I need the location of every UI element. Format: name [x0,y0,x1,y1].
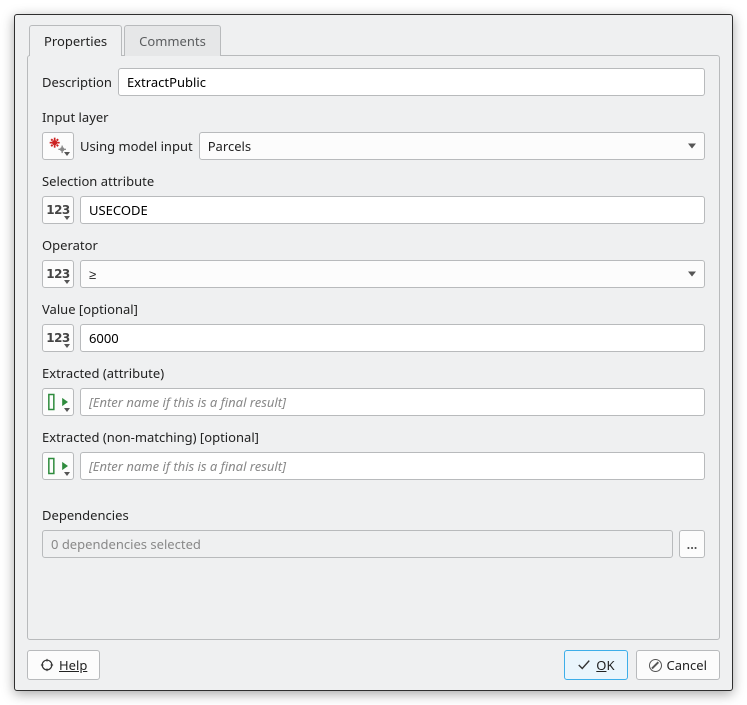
chevron-down-icon [688,272,696,277]
value-label: Value [optional] [42,298,705,320]
dependencies-label: Dependencies [42,504,705,526]
extracted-nonmatch-label: Extracted (non-matching) [optional] [42,426,705,448]
help-icon [40,658,54,672]
extracted-nonmatch-output-button[interactable] [42,452,74,480]
extracted-attr-output-button[interactable] [42,388,74,416]
input-layer-value: Parcels [208,137,251,155]
operator-value: ≥ [89,265,96,283]
dialog-buttons: Help OK Cancel [27,640,720,680]
value-input[interactable] [80,324,705,352]
extracted-attr-label: Extracted (attribute) [42,362,705,384]
tab-bar: Properties Comments [27,25,720,56]
chevron-down-icon [64,280,70,284]
selection-attribute-label: Selection attribute [42,170,705,192]
check-icon [577,658,591,672]
description-label: Description [42,71,112,93]
tab-comments[interactable]: Comments [124,25,221,56]
operator-type-button[interactable]: 123 [42,260,74,288]
chevron-down-icon [64,344,70,348]
cancel-icon [649,659,662,672]
chevron-down-icon [64,216,70,220]
dialog-window: Properties Comments Description Input la… [14,14,733,691]
operator-select[interactable]: ≥ [80,260,705,288]
ellipsis-icon: ... [687,535,698,553]
selection-attr-type-button[interactable]: 123 [42,196,74,224]
ok-label: OK [596,656,614,674]
tab-properties[interactable]: Properties [29,25,122,56]
chevron-down-icon [64,472,70,476]
extracted-attr-input[interactable] [80,388,705,416]
chevron-down-icon [64,152,70,156]
selection-attribute-input[interactable] [80,196,705,224]
value-type-button[interactable]: 123 [42,324,74,352]
number-icon: 123 [46,331,70,345]
help-button[interactable]: Help [27,650,100,680]
operator-label: Operator [42,234,705,256]
ok-button[interactable]: OK [564,650,627,680]
description-input[interactable] [118,68,705,96]
cancel-button[interactable]: Cancel [636,650,720,680]
input-layer-mode: Using model input [80,135,193,157]
cancel-label: Cancel [667,656,707,674]
help-label: Help [59,656,87,674]
dependencies-browse-button[interactable]: ... [679,530,705,558]
properties-panel: Description Input layer Using model inpu… [27,55,720,640]
dependencies-text: 0 dependencies selected [51,535,201,553]
number-icon: 123 [46,267,70,281]
dependencies-field[interactable]: 0 dependencies selected [42,530,673,558]
chevron-down-icon [64,408,70,412]
number-icon: 123 [46,203,70,217]
input-layer-select[interactable]: Parcels [199,132,705,160]
extracted-nonmatch-input[interactable] [80,452,705,480]
input-source-button[interactable] [42,132,74,160]
chevron-down-icon [688,144,696,149]
input-layer-label: Input layer [42,106,705,128]
